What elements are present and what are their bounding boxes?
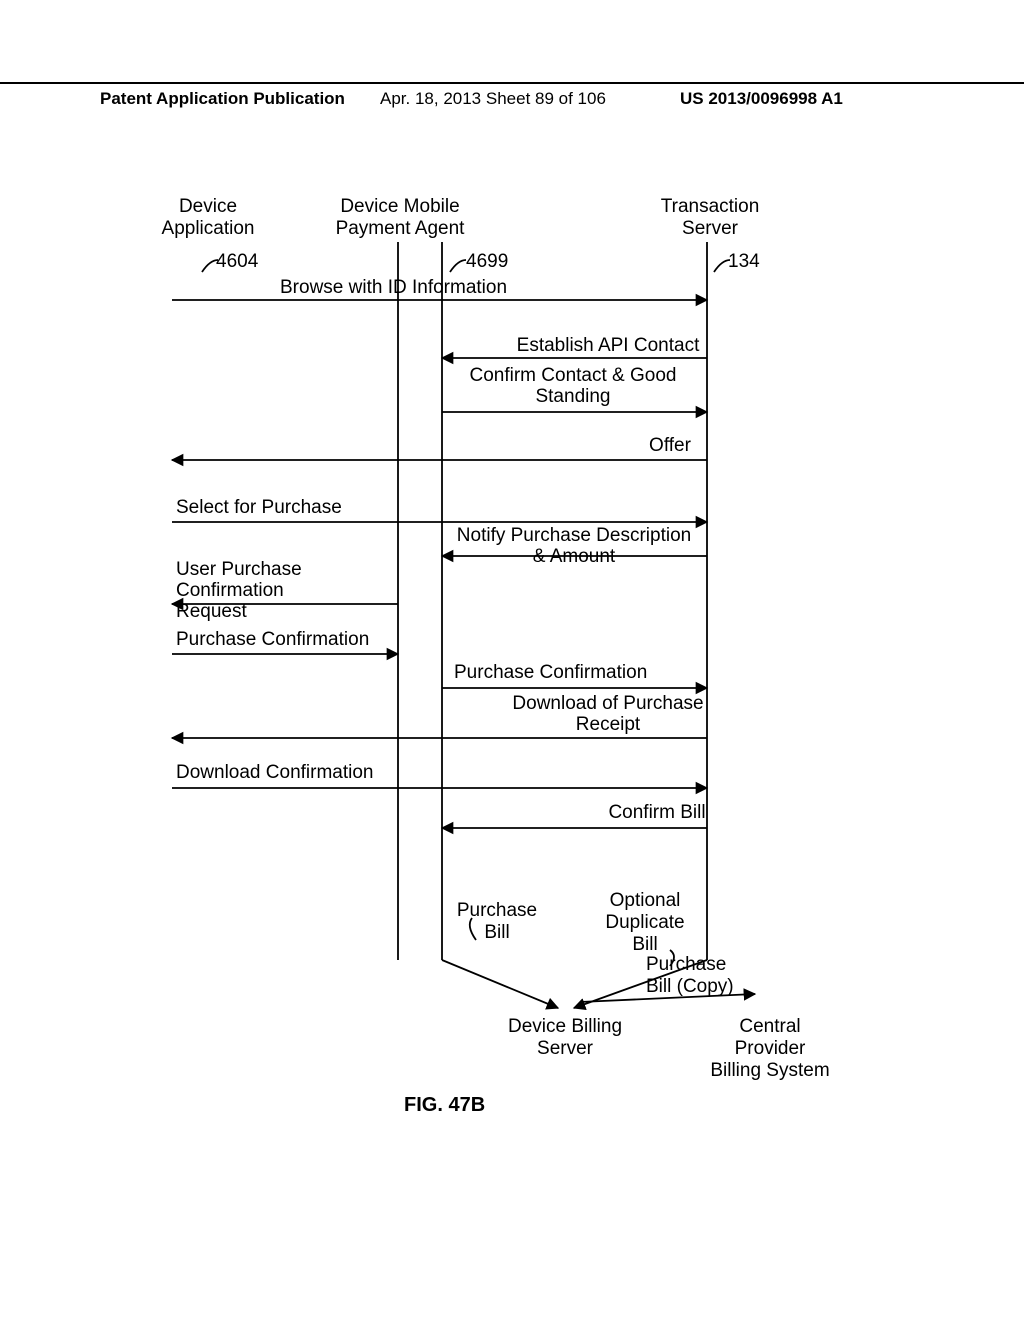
ref-134: 134 xyxy=(728,251,768,273)
figure-caption: FIG. 47B xyxy=(404,1094,485,1117)
actor-device-application: Device Application xyxy=(128,196,288,240)
message-label: Establish API Contact xyxy=(513,336,703,357)
ref-4604: 4604 xyxy=(216,251,266,273)
label-bill-copy: Purchase Bill (Copy) xyxy=(646,954,746,998)
actor-central-billing: Central Provider Billing System xyxy=(705,1016,835,1082)
label-purchase-bill: Purchase Bill xyxy=(452,900,542,944)
message-label: Select for Purchase xyxy=(176,498,356,519)
ref-4699: 4699 xyxy=(466,251,516,273)
message-label: Download of Purchase Receipt xyxy=(508,694,708,736)
message-label: Confirm Bill xyxy=(602,803,712,824)
message-label: Notify Purchase Description & Amount xyxy=(444,526,704,568)
message-label: Confirm Contact & Good Standing xyxy=(448,366,698,408)
message-label: Offer xyxy=(640,436,700,457)
message-label: Download Confirmation xyxy=(176,763,391,784)
actor-transaction-server: Transaction Server xyxy=(630,196,790,240)
label-duplicate-bill: Optional Duplicate Bill xyxy=(600,890,690,956)
message-label: User Purchase Confirmation Request xyxy=(176,560,411,623)
actor-billing-server: Device Billing Server xyxy=(500,1016,630,1060)
message-label: Purchase Confirmation xyxy=(454,663,664,684)
actor-payment-agent: Device Mobile Payment Agent xyxy=(310,196,490,240)
message-label: Browse with ID Information xyxy=(280,278,520,299)
message-label: Purchase Confirmation xyxy=(176,630,386,651)
